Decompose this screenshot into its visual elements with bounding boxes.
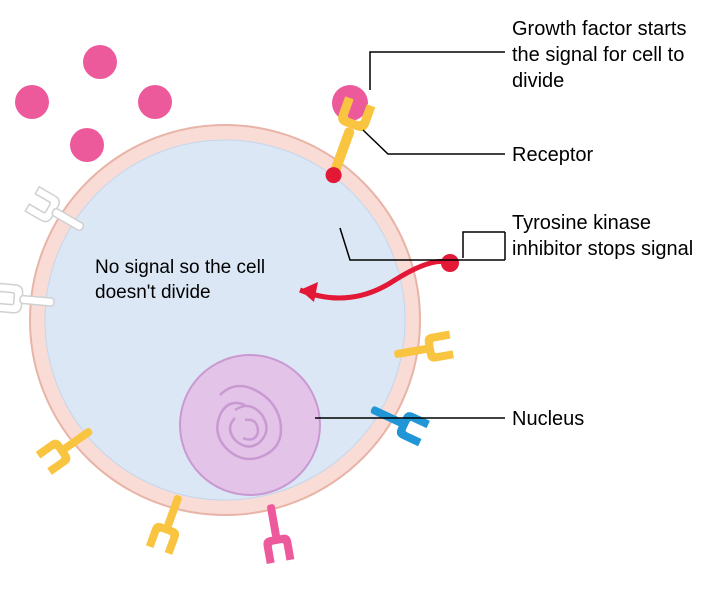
label-growth-factor: Growth factor starts the signal for cell…	[512, 16, 712, 94]
label-no-signal: No signal so the cell doesn't divide	[95, 256, 275, 305]
label-tyrosine-kinase: Tyrosine kinase inhibitor stops signal	[512, 210, 712, 262]
label-receptor: Receptor	[512, 142, 593, 168]
nucleus-circle	[180, 355, 320, 495]
label-nucleus: Nucleus	[512, 406, 584, 432]
